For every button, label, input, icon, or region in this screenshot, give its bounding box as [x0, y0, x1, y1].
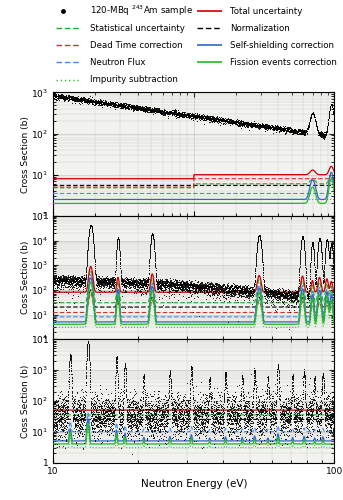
Y-axis label: Coss Section (b): Coss Section (b) — [21, 241, 30, 314]
X-axis label: Neutron Energy (eV): Neutron Energy (eV) — [141, 479, 247, 489]
Text: Normalization: Normalization — [230, 24, 290, 32]
Text: 120-MBq $^{243}$Am sample: 120-MBq $^{243}$Am sample — [90, 4, 193, 18]
Y-axis label: Coss Section (b): Coss Section (b) — [21, 364, 30, 438]
Text: Neutron Flux: Neutron Flux — [90, 58, 145, 67]
Text: Statistical uncertainty: Statistical uncertainty — [90, 24, 185, 32]
Text: Total uncertainty: Total uncertainty — [230, 6, 303, 16]
Text: Self-shielding correction: Self-shielding correction — [230, 41, 334, 50]
Y-axis label: Cross Section (b): Cross Section (b) — [21, 116, 30, 192]
Text: Fission events correction: Fission events correction — [230, 58, 337, 67]
Text: Dead Time correction: Dead Time correction — [90, 41, 182, 50]
Text: Impurity subtraction: Impurity subtraction — [90, 75, 178, 84]
